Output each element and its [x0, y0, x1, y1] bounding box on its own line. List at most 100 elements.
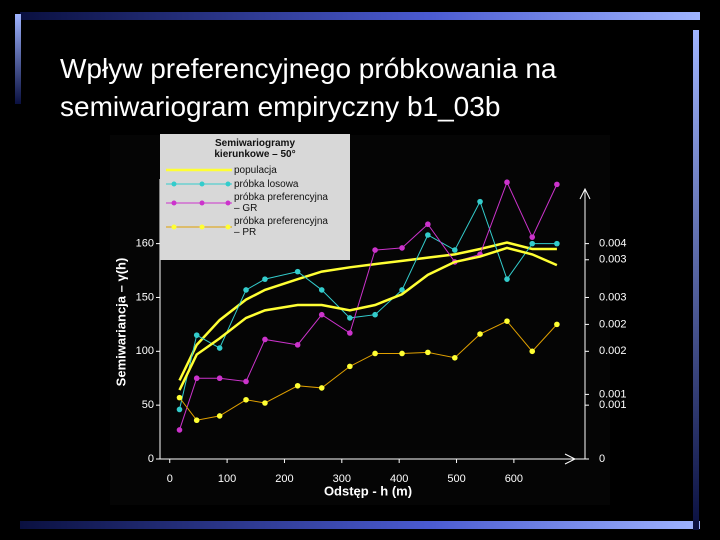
point [318, 311, 325, 318]
point [399, 287, 405, 293]
y2-tick-label: 0.002 [599, 345, 627, 357]
point [399, 245, 405, 251]
point [193, 417, 200, 424]
point [399, 350, 405, 357]
y-tick-label: 0 [148, 453, 154, 465]
y2-tick-label: 0.001 [599, 388, 627, 400]
point [477, 331, 483, 337]
point [425, 232, 431, 238]
series-line [179, 200, 557, 410]
legend-marker [171, 200, 177, 206]
point [425, 349, 431, 356]
y-tick-label: 160 [136, 238, 154, 250]
point [554, 240, 560, 247]
legend: Semiwariogramy kierunkowe – 50° populacj… [160, 134, 350, 260]
legend-entry: próbka preferencyjna – GR [164, 192, 346, 214]
series-line [179, 180, 558, 431]
slide-title: Wpływ preferencyjnego próbkowania na sem… [60, 53, 557, 122]
legend-swatch [166, 200, 232, 206]
y-tick-label: 150 [136, 291, 154, 303]
point [347, 363, 353, 370]
y2-tick-label: 0.004 [599, 238, 627, 250]
point [504, 179, 510, 186]
legend-marker [199, 181, 205, 187]
y2-tick-label: 0.003 [599, 254, 627, 266]
point [216, 413, 223, 419]
point [529, 234, 536, 240]
point [216, 375, 223, 382]
population-line [178, 246, 558, 391]
y2-arrow [579, 187, 591, 200]
series-line [179, 320, 558, 421]
legend-label: próbka preferencyjna – PR [234, 216, 328, 238]
legend-swatch [166, 168, 232, 172]
point [318, 385, 325, 391]
point [554, 181, 560, 188]
y2-tick-label: 0.003 [599, 291, 627, 303]
x-tick-label: 300 [333, 473, 351, 485]
point [452, 247, 458, 253]
legend-marker [225, 200, 231, 206]
legend-entry: próbka preferencyjna – PR [164, 216, 346, 238]
point [176, 427, 183, 433]
point [554, 321, 560, 328]
legend-entry: populacja [164, 164, 346, 176]
plot: 0 100 200 300 400 500 60005010015016000.0010.0… [136, 179, 627, 485]
y2-tick-label: 0.002 [599, 318, 627, 330]
point [216, 345, 223, 351]
y2-tick-label: 0.001 [599, 399, 627, 411]
legend-swatch [166, 224, 232, 230]
point [262, 336, 268, 343]
legend-marker [225, 224, 231, 230]
point [529, 348, 536, 355]
point [243, 378, 249, 385]
point [243, 287, 249, 293]
point [262, 400, 268, 406]
x-tick-label: 400 [390, 473, 408, 485]
point [372, 247, 378, 253]
point [193, 332, 200, 338]
point [318, 287, 325, 293]
point [477, 198, 483, 205]
y-tick-label: 100 [136, 345, 154, 357]
point [243, 396, 249, 403]
legend-entry: próbka losowa [164, 178, 346, 190]
legend-marker [199, 200, 205, 206]
point [452, 354, 458, 361]
point [294, 268, 301, 275]
x-tick-label: 100 [218, 473, 236, 485]
x-tick-label: 500 [447, 473, 465, 485]
point [176, 394, 183, 401]
point [347, 315, 353, 321]
legend-label: populacja [234, 164, 277, 176]
x-axis-label: Odstęp - h (m) [324, 483, 412, 498]
point [294, 342, 301, 348]
point [504, 318, 510, 324]
border-left [15, 14, 21, 104]
border-right [693, 30, 699, 530]
point [347, 330, 353, 336]
y-tick-label: 50 [142, 399, 154, 411]
legend-marker [199, 224, 205, 230]
point [425, 221, 431, 228]
x-arrow [564, 453, 577, 465]
legend-marker [225, 181, 231, 187]
point [529, 240, 536, 247]
legend-label: próbka losowa [234, 178, 299, 190]
border-bottom [20, 521, 700, 529]
border-top [20, 12, 700, 20]
y-axis-label: Semiwariancja – γ(h) [113, 258, 128, 387]
x-tick-label: 0 [167, 473, 173, 485]
point [504, 276, 510, 282]
point [262, 276, 268, 282]
point [294, 382, 301, 389]
legend-title: Semiwariogramy kierunkowe – 50° [214, 138, 296, 160]
x-tick-label: 200 [275, 473, 293, 485]
y2-tick-label: 0 [599, 453, 605, 465]
legend-marker [171, 181, 177, 187]
point [372, 350, 378, 357]
legend-marker [171, 224, 177, 230]
point [193, 375, 200, 382]
